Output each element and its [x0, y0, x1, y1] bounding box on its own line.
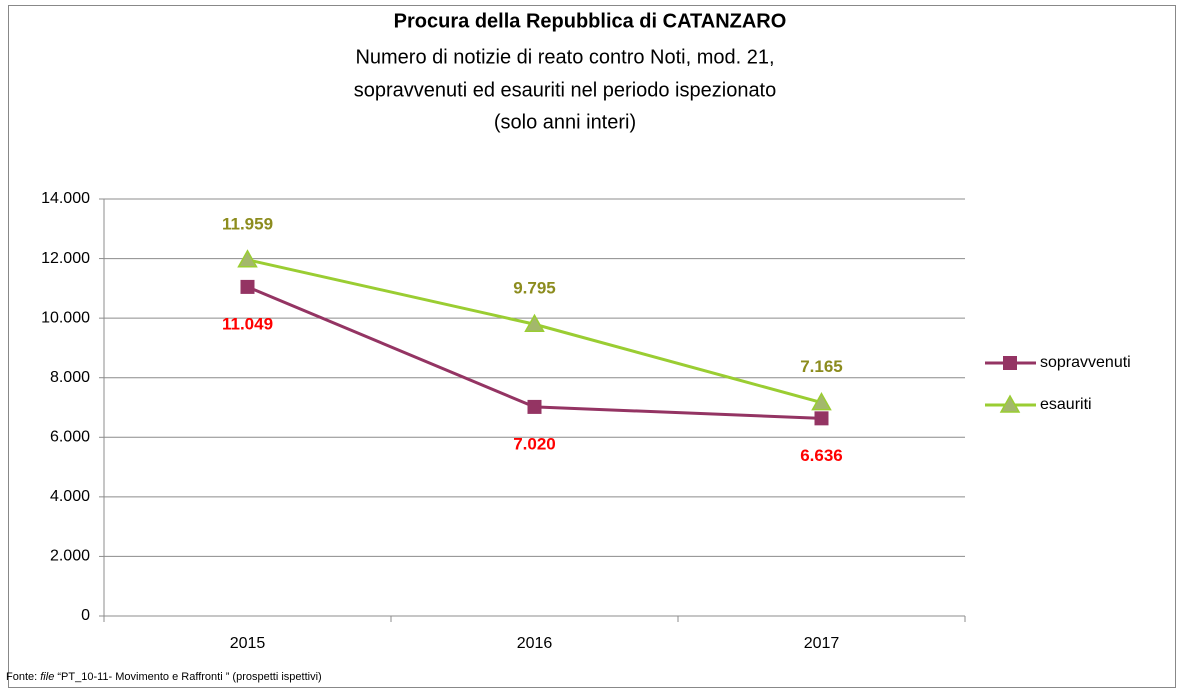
legend-marker — [999, 394, 1021, 413]
data-label: 6.636 — [800, 446, 843, 465]
y-tick-label: 4.000 — [50, 488, 90, 505]
data-point — [527, 399, 542, 414]
y-tick-label: 0 — [81, 607, 90, 624]
source-note: Fonte: file “PT_10-11- Movimento e Raffr… — [6, 671, 322, 683]
x-tick-label: 2016 — [517, 635, 553, 652]
data-label: 7.165 — [800, 357, 843, 376]
source-rest: “PT_10-11- Movimento e Raffronti ” (pros… — [54, 671, 321, 683]
data-point — [814, 411, 829, 426]
source-prefix: Fonte: — [6, 671, 40, 683]
data-label: 11.049 — [222, 314, 273, 333]
chart-subtitle: Numero di notizie di reato contro Noti, … — [355, 46, 774, 68]
legend-label: sopravvenuti — [1040, 354, 1131, 371]
chart-subtitle: (solo anni interi) — [494, 111, 636, 133]
chart-subtitle: sopravvenuti ed esauriti nel periodo isp… — [354, 79, 777, 101]
y-tick-label: 10.000 — [41, 309, 90, 326]
legend-marker — [1003, 356, 1017, 370]
y-tick-label: 6.000 — [50, 429, 90, 446]
data-point — [811, 392, 832, 411]
x-tick-label: 2015 — [230, 635, 266, 652]
data-point — [524, 313, 545, 332]
y-tick-label: 8.000 — [50, 369, 90, 386]
chart-title: Procura della Repubblica di CATANZARO — [394, 10, 787, 32]
source-italic: file — [40, 671, 54, 683]
data-point — [237, 249, 258, 268]
y-tick-label: 14.000 — [41, 190, 90, 207]
y-tick-label: 2.000 — [50, 548, 90, 565]
data-label: 7.020 — [513, 434, 556, 453]
legend-label: esauriti — [1040, 396, 1092, 413]
data-label: 9.795 — [513, 279, 556, 298]
data-label: 11.959 — [222, 214, 273, 233]
y-tick-label: 12.000 — [41, 250, 90, 267]
chart-border — [8, 5, 1176, 688]
x-tick-label: 2017 — [804, 635, 840, 652]
data-point — [240, 279, 255, 294]
